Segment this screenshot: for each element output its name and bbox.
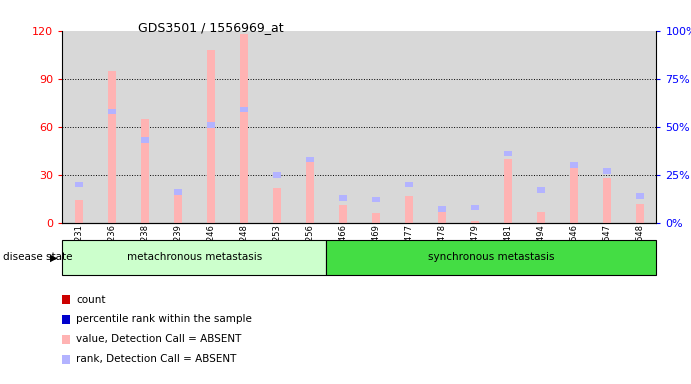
Bar (570, 168, 578, 223)
Text: value, Detection Call = ABSENT: value, Detection Call = ABSENT (76, 334, 241, 344)
Bar (339, 205, 347, 223)
Bar (372, 197, 380, 202)
Text: synchronous metastasis: synchronous metastasis (428, 252, 555, 262)
Text: percentile rank within the sample: percentile rank within the sample (76, 314, 252, 324)
Bar (62, 240, 326, 275)
Bar (140, 119, 149, 223)
Bar (273, 187, 281, 223)
Bar (636, 204, 644, 223)
Text: rank, Detection Call = ABSENT: rank, Detection Call = ABSENT (76, 354, 236, 364)
Bar (405, 182, 413, 187)
Bar (537, 187, 545, 193)
Bar (405, 195, 413, 223)
Bar (537, 212, 545, 223)
Bar (207, 122, 215, 127)
Bar (636, 193, 644, 199)
Bar (437, 207, 446, 212)
Bar (75, 200, 83, 223)
Text: ▶: ▶ (50, 252, 57, 262)
Bar (504, 159, 512, 223)
Bar (173, 189, 182, 195)
Bar (339, 195, 347, 200)
Bar (75, 182, 83, 187)
Bar (140, 137, 149, 143)
Text: count: count (76, 295, 106, 305)
Bar (305, 157, 314, 162)
Bar (326, 240, 656, 275)
Bar (570, 162, 578, 168)
Bar (603, 178, 611, 223)
Text: metachronous metastasis: metachronous metastasis (126, 252, 262, 262)
Bar (372, 213, 380, 223)
Bar (273, 172, 281, 177)
Bar (603, 168, 611, 174)
Bar (240, 34, 248, 223)
Bar (108, 109, 116, 114)
Bar (504, 151, 512, 156)
Bar (173, 191, 182, 223)
Text: disease state: disease state (3, 252, 73, 262)
Bar (240, 107, 248, 112)
Bar (471, 221, 479, 223)
Bar (207, 50, 215, 223)
Bar (305, 159, 314, 223)
Text: GDS3501 / 1556969_at: GDS3501 / 1556969_at (138, 21, 284, 34)
Bar (471, 205, 479, 210)
Bar (108, 71, 116, 223)
Bar (437, 210, 446, 223)
